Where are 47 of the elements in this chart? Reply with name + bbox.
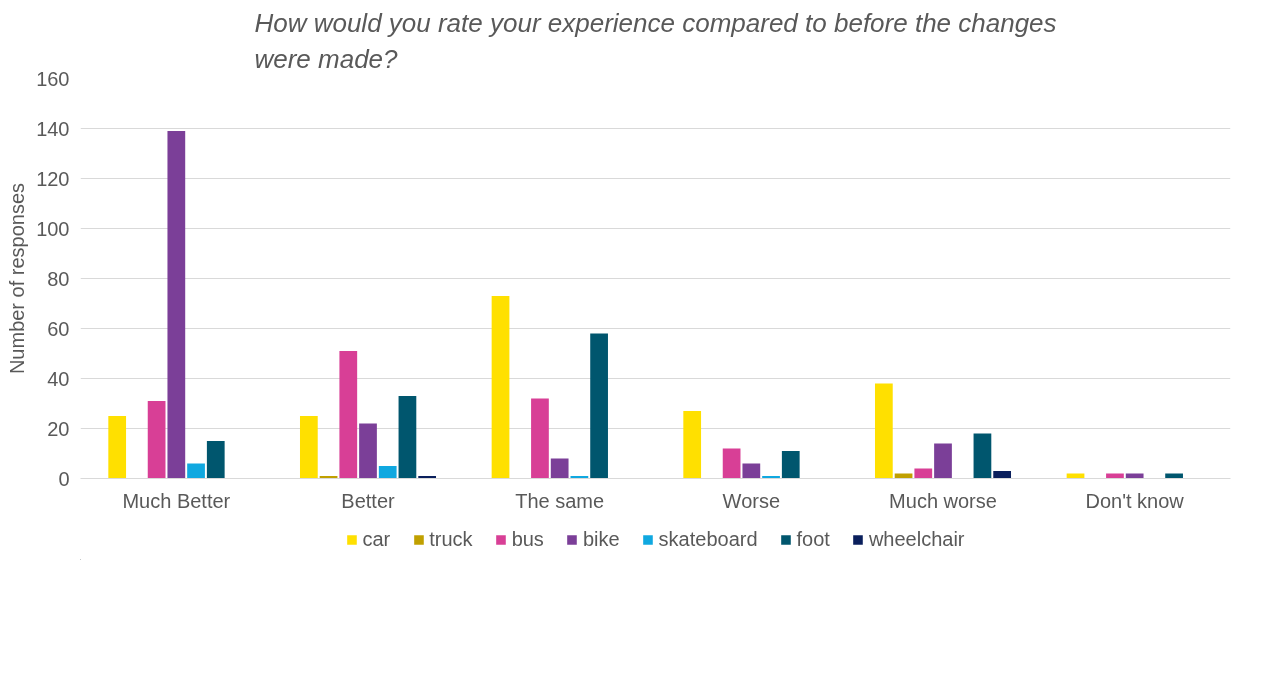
legend-label: bus	[511, 527, 544, 551]
x-tick-label: Much Better	[122, 489, 231, 512]
y-tick-label: 140	[36, 117, 70, 140]
bar	[550, 458, 569, 479]
legend-label: bike	[582, 527, 620, 551]
y-tick-label: 20	[47, 417, 70, 440]
bar	[299, 416, 318, 479]
legend-label: skateboard	[658, 527, 758, 551]
bar	[934, 443, 952, 479]
y-axis-title: Number of responses	[6, 182, 29, 375]
bar	[378, 466, 397, 479]
bar	[491, 296, 510, 479]
bar	[167, 131, 186, 479]
legend-label: car	[362, 527, 391, 551]
bar	[339, 351, 358, 479]
bar	[531, 398, 549, 479]
legend-label: foot	[796, 527, 830, 551]
y-tick-label: 80	[47, 267, 70, 290]
bar	[359, 423, 377, 479]
bar	[206, 441, 225, 479]
x-tick-label: Much worse	[889, 489, 997, 512]
bar	[108, 416, 127, 479]
bar	[973, 433, 992, 479]
legend-label: wheelchair	[868, 527, 965, 551]
x-tick-label: Better	[341, 489, 396, 512]
bar	[722, 448, 741, 479]
x-tick-label: Don't know	[1085, 489, 1185, 512]
legend-label: truck	[429, 527, 473, 551]
bar	[147, 401, 166, 479]
bar	[874, 383, 893, 479]
bar	[742, 463, 761, 479]
y-tick-label: 120	[36, 167, 70, 190]
y-tick-label: 160	[36, 67, 70, 90]
bar	[398, 396, 417, 479]
y-tick-label: 100	[36, 217, 70, 240]
bar	[993, 471, 1012, 479]
y-tick-label: 0	[58, 467, 70, 490]
bar	[781, 451, 800, 479]
y-tick-label: 40	[47, 367, 70, 390]
y-tick-label: 60	[47, 317, 70, 340]
x-tick-label: The same	[515, 489, 605, 512]
bar	[187, 463, 205, 479]
chart-title: How would you rate your experience compared to before the changes were made?	[254, 7, 1057, 74]
bar	[683, 411, 702, 479]
bar	[914, 468, 933, 479]
bar	[590, 333, 608, 479]
x-tick-label: Worse	[722, 489, 781, 512]
